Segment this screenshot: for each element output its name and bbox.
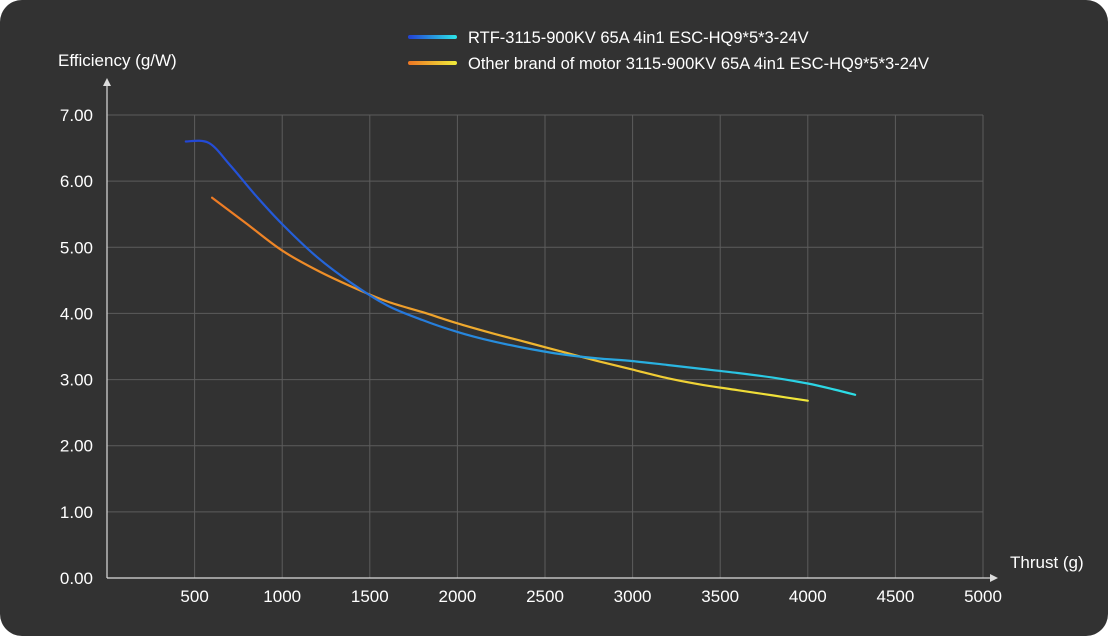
x-tick-label: 5000 [964,587,1002,606]
vertical-gridlines [194,115,984,578]
y-tick-labels: 0.00 1.00 2.00 3.00 4.00 5.00 6.00 7.00 [60,106,93,588]
y-tick-label: 1.00 [60,503,93,522]
series-line-rtf [184,139,857,396]
x-tick-labels: 500 1000 1500 2000 2500 3000 3500 4000 4500 5000 [180,587,1002,606]
y-axis-arrow [103,78,111,86]
legend-label-rtf: RTF-3115-900KV 65A 4in1 ESC-HQ9*5*3-24V [468,29,809,47]
x-tick-label: 4000 [789,587,827,606]
x-tick-label: 3500 [701,587,739,606]
y-tick-label: 5.00 [60,238,93,257]
y-tick-label: 3.00 [60,371,93,390]
x-tick-label: 3000 [614,587,652,606]
x-tick-label: 4500 [876,587,914,606]
x-tick-label: 2000 [438,587,476,606]
legend-label-other-brand: Other brand of motor 3115-900KV 65A 4in1… [468,55,929,73]
legend: RTF-3115-900KV 65A 4in1 ESC-HQ9*5*3-24V … [408,29,929,73]
x-tick-label: 2500 [526,587,564,606]
y-tick-label: 4.00 [60,304,93,323]
y-tick-label: 2.00 [60,437,93,456]
series-line-other-brand [211,196,809,402]
y-axis-title: Efficiency (g/W) [58,51,177,70]
y-tick-label: 7.00 [60,106,93,125]
y-tick-label: 6.00 [60,172,93,191]
y-tick-label: 0.00 [60,569,93,588]
horizontal-gridlines [107,114,983,513]
x-tick-label: 500 [180,587,208,606]
x-axis-title: Thrust (g) [1010,553,1084,572]
x-tick-label: 1000 [263,587,301,606]
x-axis-arrow [990,574,998,582]
x-tick-label: 1500 [351,587,389,606]
series-lines [184,139,857,402]
